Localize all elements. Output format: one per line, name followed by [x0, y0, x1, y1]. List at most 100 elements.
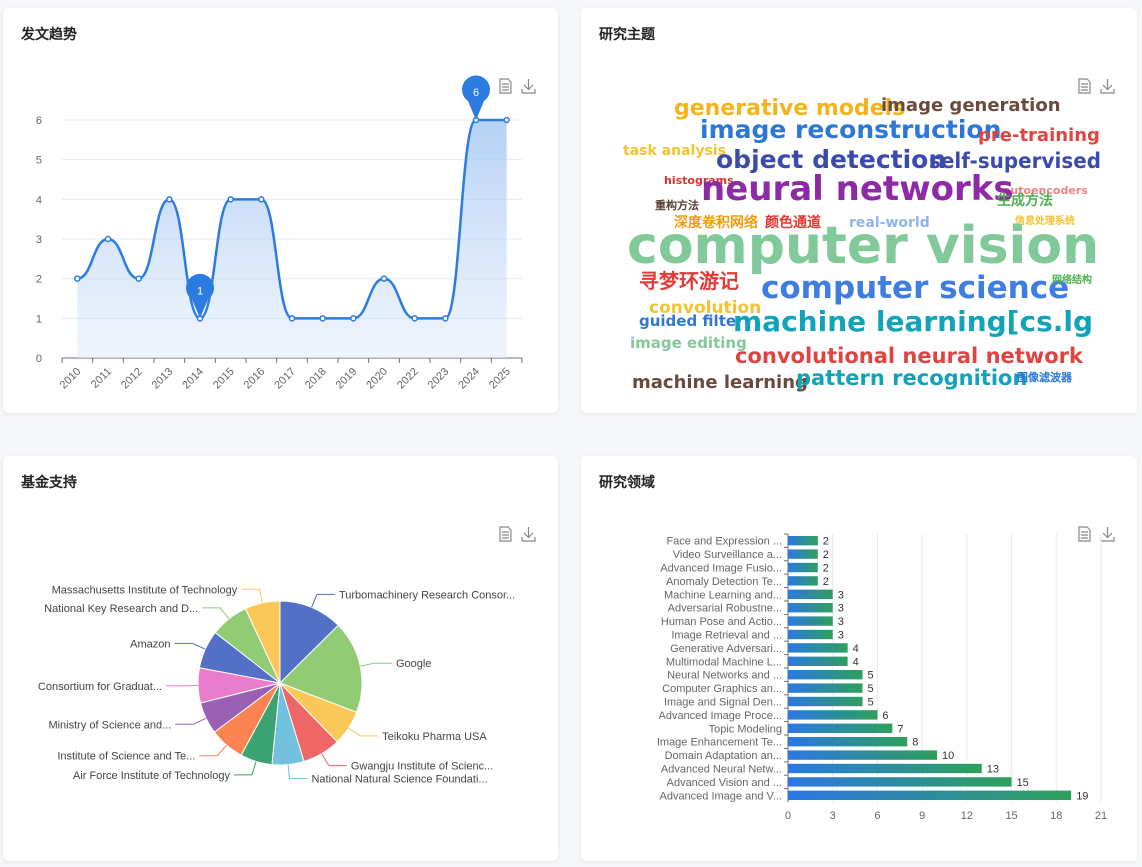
- bar: [788, 576, 818, 586]
- data-point: [442, 315, 449, 322]
- data-point: [258, 196, 265, 203]
- document-icon[interactable]: [1077, 78, 1092, 94]
- cloud-word: histograms: [664, 174, 734, 187]
- x-tick-label: 18: [1050, 810, 1062, 822]
- x-tick-label: 21: [1095, 810, 1107, 822]
- y-tick-label: 1: [36, 313, 42, 325]
- x-tick-label: 2016: [242, 366, 268, 392]
- bar-value-label: 7: [897, 723, 903, 735]
- cloud-word: 生成方法: [997, 192, 1053, 209]
- download-icon[interactable]: [521, 78, 536, 94]
- funding-pie-chart: Turbomachinery Research Consor... Google T…: [38, 584, 515, 786]
- download-icon[interactable]: [521, 526, 536, 542]
- x-tick-label: 2019: [334, 366, 360, 392]
- data-point: [227, 196, 234, 203]
- x-tick-label: 2012: [119, 366, 145, 392]
- document-icon[interactable]: [498, 526, 513, 542]
- bar: [788, 616, 833, 626]
- cloud-word: autoencoders: [1003, 184, 1088, 197]
- x-tick-label: 6: [874, 810, 880, 822]
- bar: [788, 549, 818, 559]
- download-icon[interactable]: [1100, 78, 1115, 94]
- cloud-word: 寻梦环游记: [639, 269, 739, 293]
- bar: [788, 603, 833, 613]
- data-point: [319, 315, 326, 322]
- bar-value-label: 15: [1017, 777, 1029, 789]
- bar: [788, 777, 1012, 787]
- cloud-word: guided filter: [639, 312, 744, 330]
- cloud-word: image generation: [881, 95, 1061, 116]
- cloud-word: self-supervised: [929, 149, 1101, 173]
- document-icon[interactable]: [1077, 526, 1092, 542]
- y-tick-label: 0: [36, 353, 42, 365]
- bar-value-label: 6: [882, 710, 888, 722]
- cloud-word: pattern recognition: [796, 366, 1027, 390]
- pie-label: Gwangju Institute of Scienc...: [351, 761, 493, 773]
- y-tick-label: 5: [36, 155, 42, 167]
- bar: [788, 696, 863, 707]
- pie-label-line: [202, 607, 230, 620]
- x-tick-label: 12: [961, 810, 973, 822]
- y-tick-label: Adversarial Robustne...: [668, 603, 782, 615]
- x-tick-label: 2020: [364, 366, 390, 392]
- pie-label-line: [311, 593, 335, 608]
- y-tick-label: Anomaly Detection Te...: [666, 576, 782, 588]
- cloud-word: convolutional neural network: [735, 344, 1084, 368]
- pie-label: Consortium for Graduat...: [38, 681, 162, 693]
- y-tick-label: 2: [36, 274, 42, 286]
- funding-toolbox: [498, 526, 536, 542]
- pie-label: National Natural Science Foundati...: [311, 774, 487, 786]
- document-icon[interactable]: [498, 78, 513, 94]
- y-tick-label: Advanced Vision and ...: [667, 777, 782, 789]
- x-tick-label: 2025: [487, 366, 513, 392]
- pie-label: Massachusetts Institute of Technology: [52, 584, 238, 596]
- cloud-word: neural networks: [701, 169, 1014, 209]
- marker-pin: [186, 273, 215, 319]
- bar-value-label: 2: [823, 536, 829, 548]
- x-tick-label: 9: [919, 810, 925, 822]
- y-tick-label: Neural Networks and ...: [667, 670, 782, 682]
- bar-value-label: 3: [838, 603, 844, 615]
- topics-toolbox: [1077, 78, 1115, 94]
- field-toolbox: [1077, 526, 1115, 542]
- pie-label: Google: [396, 658, 431, 670]
- marker-label: 6: [473, 87, 479, 99]
- bar: [788, 589, 833, 599]
- cloud-word: pre-training: [978, 125, 1100, 146]
- bar-value-label: 3: [838, 589, 844, 601]
- data-point: [380, 275, 388, 282]
- pie-slice: [244, 600, 281, 684]
- data-point: [503, 116, 510, 124]
- y-tick-label: Computer Graphics an...: [662, 683, 782, 695]
- y-tick-label: Topic Modeling: [709, 723, 782, 735]
- bar-value-label: 10: [942, 750, 954, 762]
- cloud-word: object detection: [716, 145, 946, 174]
- cloud-word: 信息处理系统: [1015, 214, 1075, 227]
- bar: [788, 710, 878, 720]
- y-tick-label: 4: [36, 194, 42, 206]
- pie-label-line: [233, 761, 257, 776]
- pie-label-line: [241, 588, 263, 604]
- x-tick-label: 2022: [395, 366, 421, 392]
- data-point: [166, 196, 173, 203]
- cloud-word: task analysis: [623, 143, 726, 159]
- x-tick-label: 2013: [150, 366, 176, 392]
- bar: [788, 750, 938, 760]
- y-tick-label: Face and Expression ...: [666, 536, 782, 548]
- bar-value-label: 2: [823, 563, 829, 575]
- bar: [788, 562, 818, 573]
- data-point: [350, 315, 357, 322]
- y-tick-label: Human Pose and Actio...: [661, 616, 782, 628]
- y-tick-label: Video Surveillance a...: [673, 549, 782, 561]
- x-tick-label: 15: [1005, 810, 1017, 822]
- bar: [788, 683, 863, 693]
- bar-value-label: 5: [868, 697, 874, 709]
- bar: [788, 643, 848, 653]
- x-tick-label: 2011: [89, 366, 114, 391]
- x-tick-label: 2015: [211, 366, 237, 392]
- field-bar-chart: 0 3 6 9 12 15 18 21 Face and Expression ... 2 Vide…: [657, 533, 1107, 822]
- pie-label: Air Force Institute of Technology: [73, 770, 230, 782]
- field-card: 研究领域 0 3 6 9 12 15 18 21 Face and Expression ...…: [581, 456, 1137, 861]
